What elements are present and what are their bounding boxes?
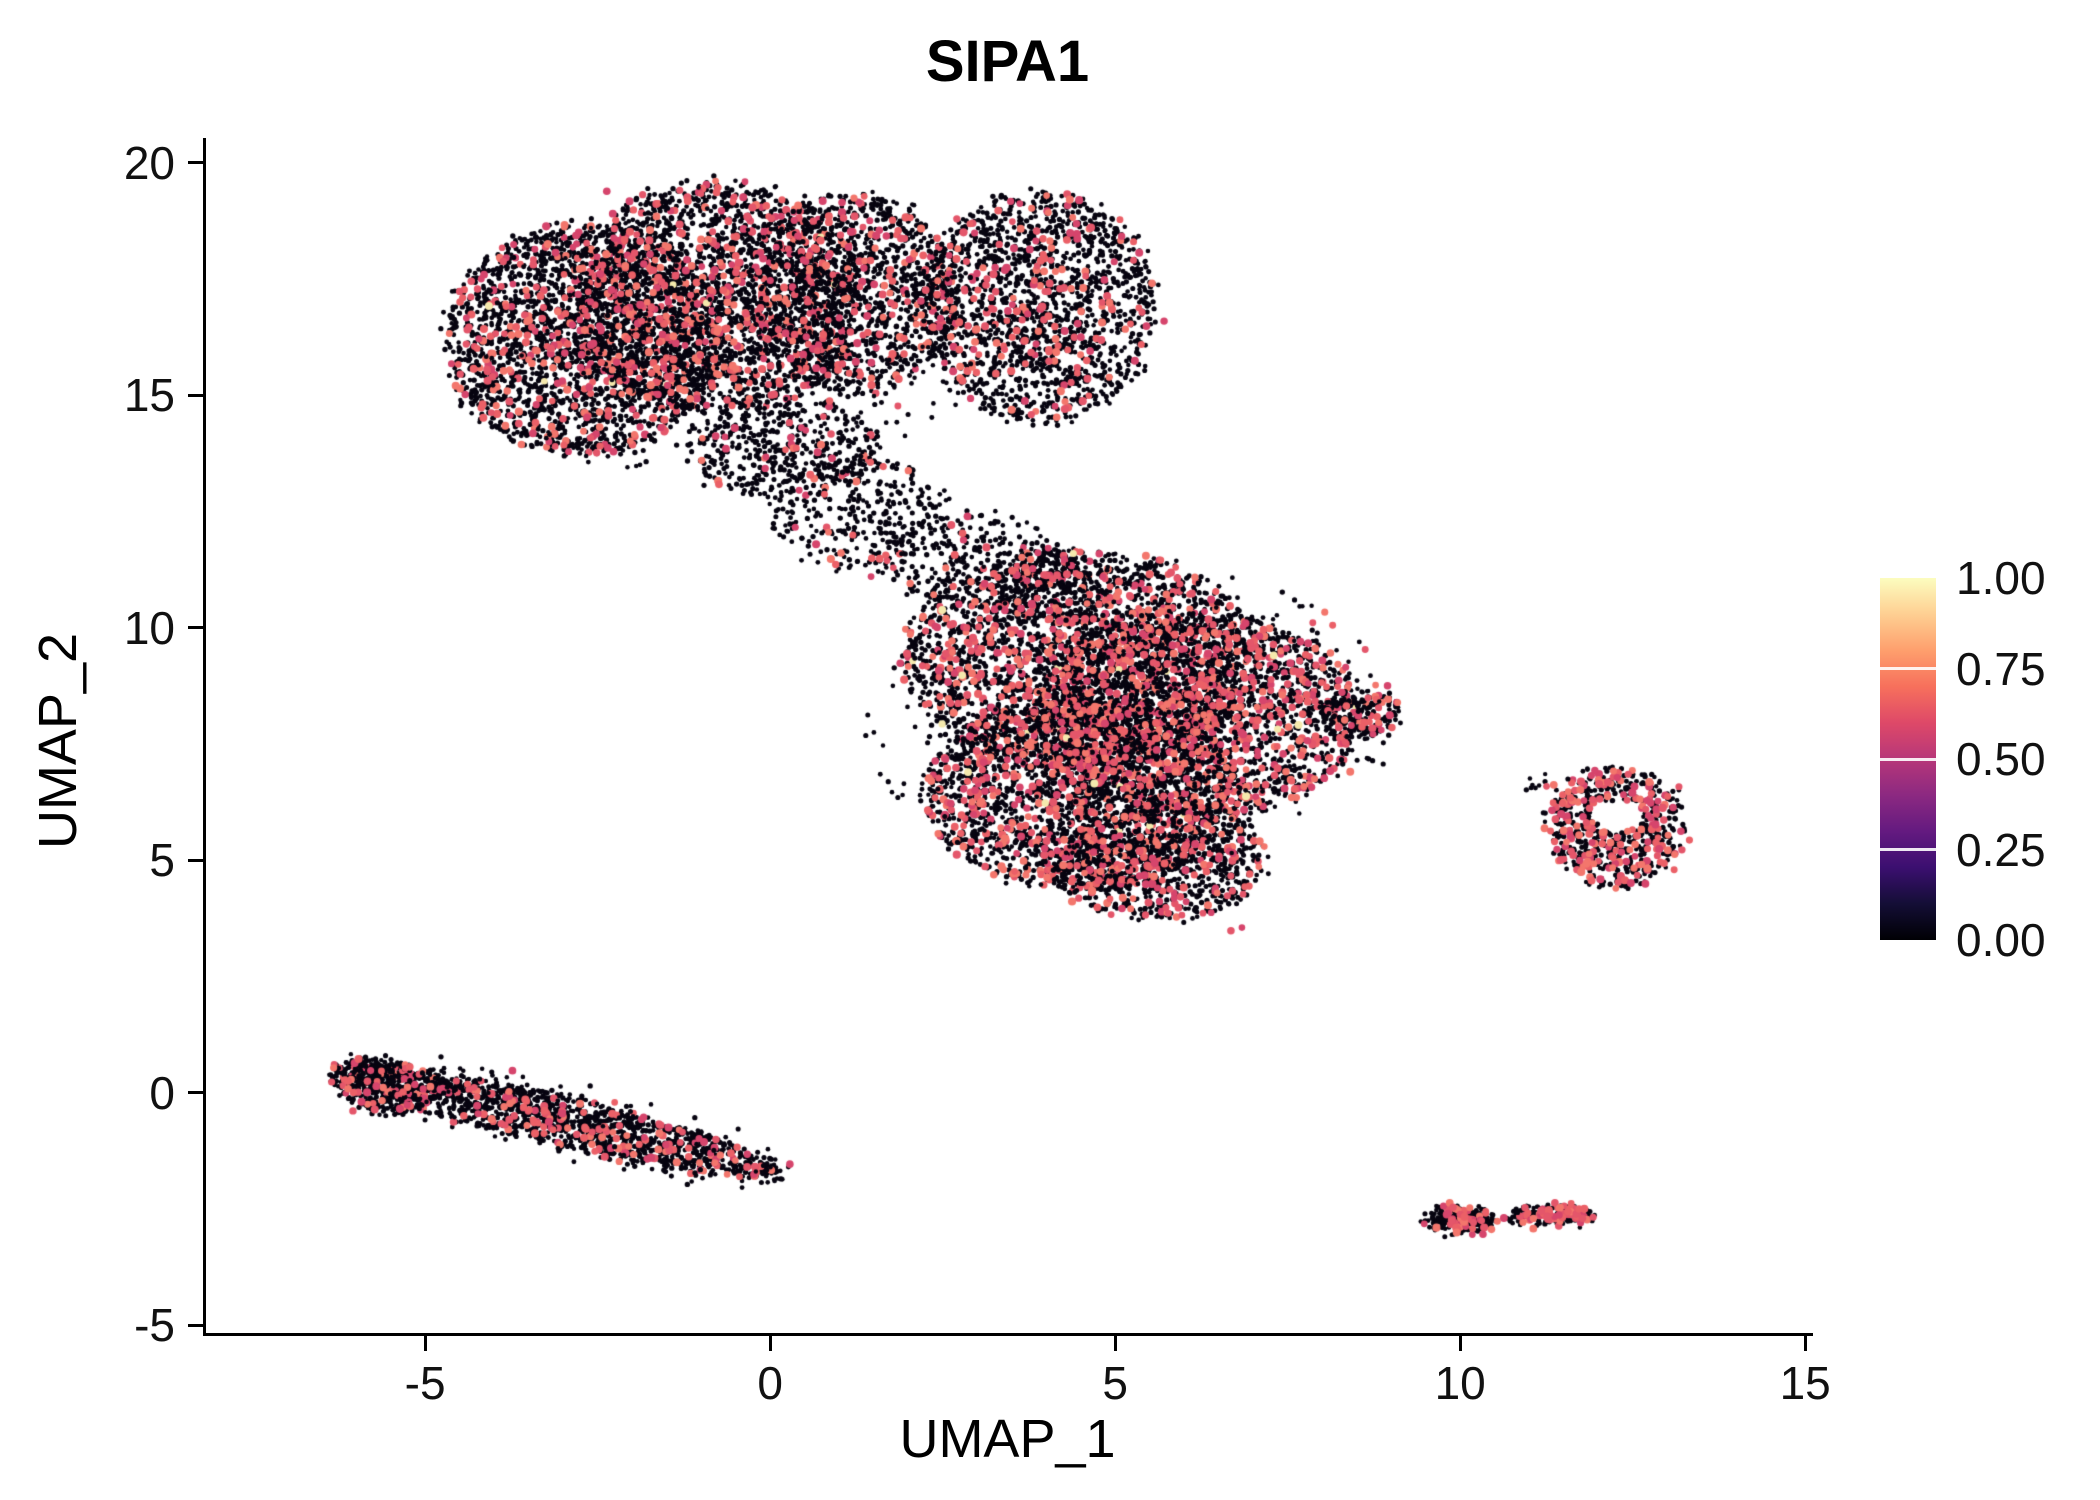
- plot-title: SIPA1: [925, 29, 1090, 94]
- legend-tick-line-2: [1880, 757, 1936, 761]
- x-tick-label-1: 0: [757, 1357, 783, 1409]
- y-tick-mark-0: [188, 1323, 203, 1327]
- legend-labels: 1.00 0.75 0.50 0.25 0.00: [1956, 552, 2100, 966]
- x-axis-line: [203, 1333, 1813, 1336]
- y-tick-label-2: 5: [149, 834, 175, 887]
- y-tick-label-5: 20: [123, 136, 175, 189]
- y-tick-mark-4: [188, 393, 203, 397]
- x-tick-mark-4: [1803, 1336, 1807, 1351]
- y-tick-mark-3: [188, 626, 203, 630]
- legend-colorbar: [1880, 578, 1936, 940]
- y-axis-label: UMAP_2: [28, 632, 88, 850]
- legend-label-0.00: 0.00: [1956, 914, 2046, 966]
- y-tick-label-3: 10: [123, 601, 175, 654]
- x-tick-mark-2: [1113, 1336, 1117, 1351]
- legend-label-1.00: 1.00: [1956, 552, 2046, 604]
- y-tick-mark-2: [188, 858, 203, 862]
- legend-label-0.25: 0.25: [1956, 823, 2046, 876]
- y-axis-line: [203, 138, 206, 1336]
- y-tick-label-4: 15: [123, 369, 175, 422]
- x-tick-mark-3: [1458, 1336, 1462, 1351]
- x-tick-label-2: 5: [1102, 1357, 1128, 1409]
- legend-label-0.75: 0.75: [1956, 642, 2046, 695]
- x-axis-label: UMAP_1: [899, 1409, 1116, 1469]
- legend-tick-line-3: [1880, 848, 1936, 851]
- x-tick-label-4: 15: [1779, 1357, 1831, 1409]
- x-tick-label-0: -5: [404, 1357, 446, 1409]
- y-tick-label-0: -5: [134, 1299, 175, 1352]
- legend-tick-line-1: [1880, 667, 1936, 670]
- x-tick-mark-0: [423, 1336, 427, 1351]
- y-tick-mark-1: [188, 1091, 203, 1095]
- y-tick-mark-5: [188, 161, 203, 165]
- y-tick-label-1: 0: [149, 1066, 175, 1119]
- expression-legend: 1.00 0.75 0.50 0.25 0.00: [1880, 552, 2046, 966]
- x-tick-mark-1: [768, 1336, 772, 1351]
- x-tick-label-3: 10: [1434, 1357, 1486, 1409]
- legend-label-0.50: 0.50: [1956, 733, 2046, 785]
